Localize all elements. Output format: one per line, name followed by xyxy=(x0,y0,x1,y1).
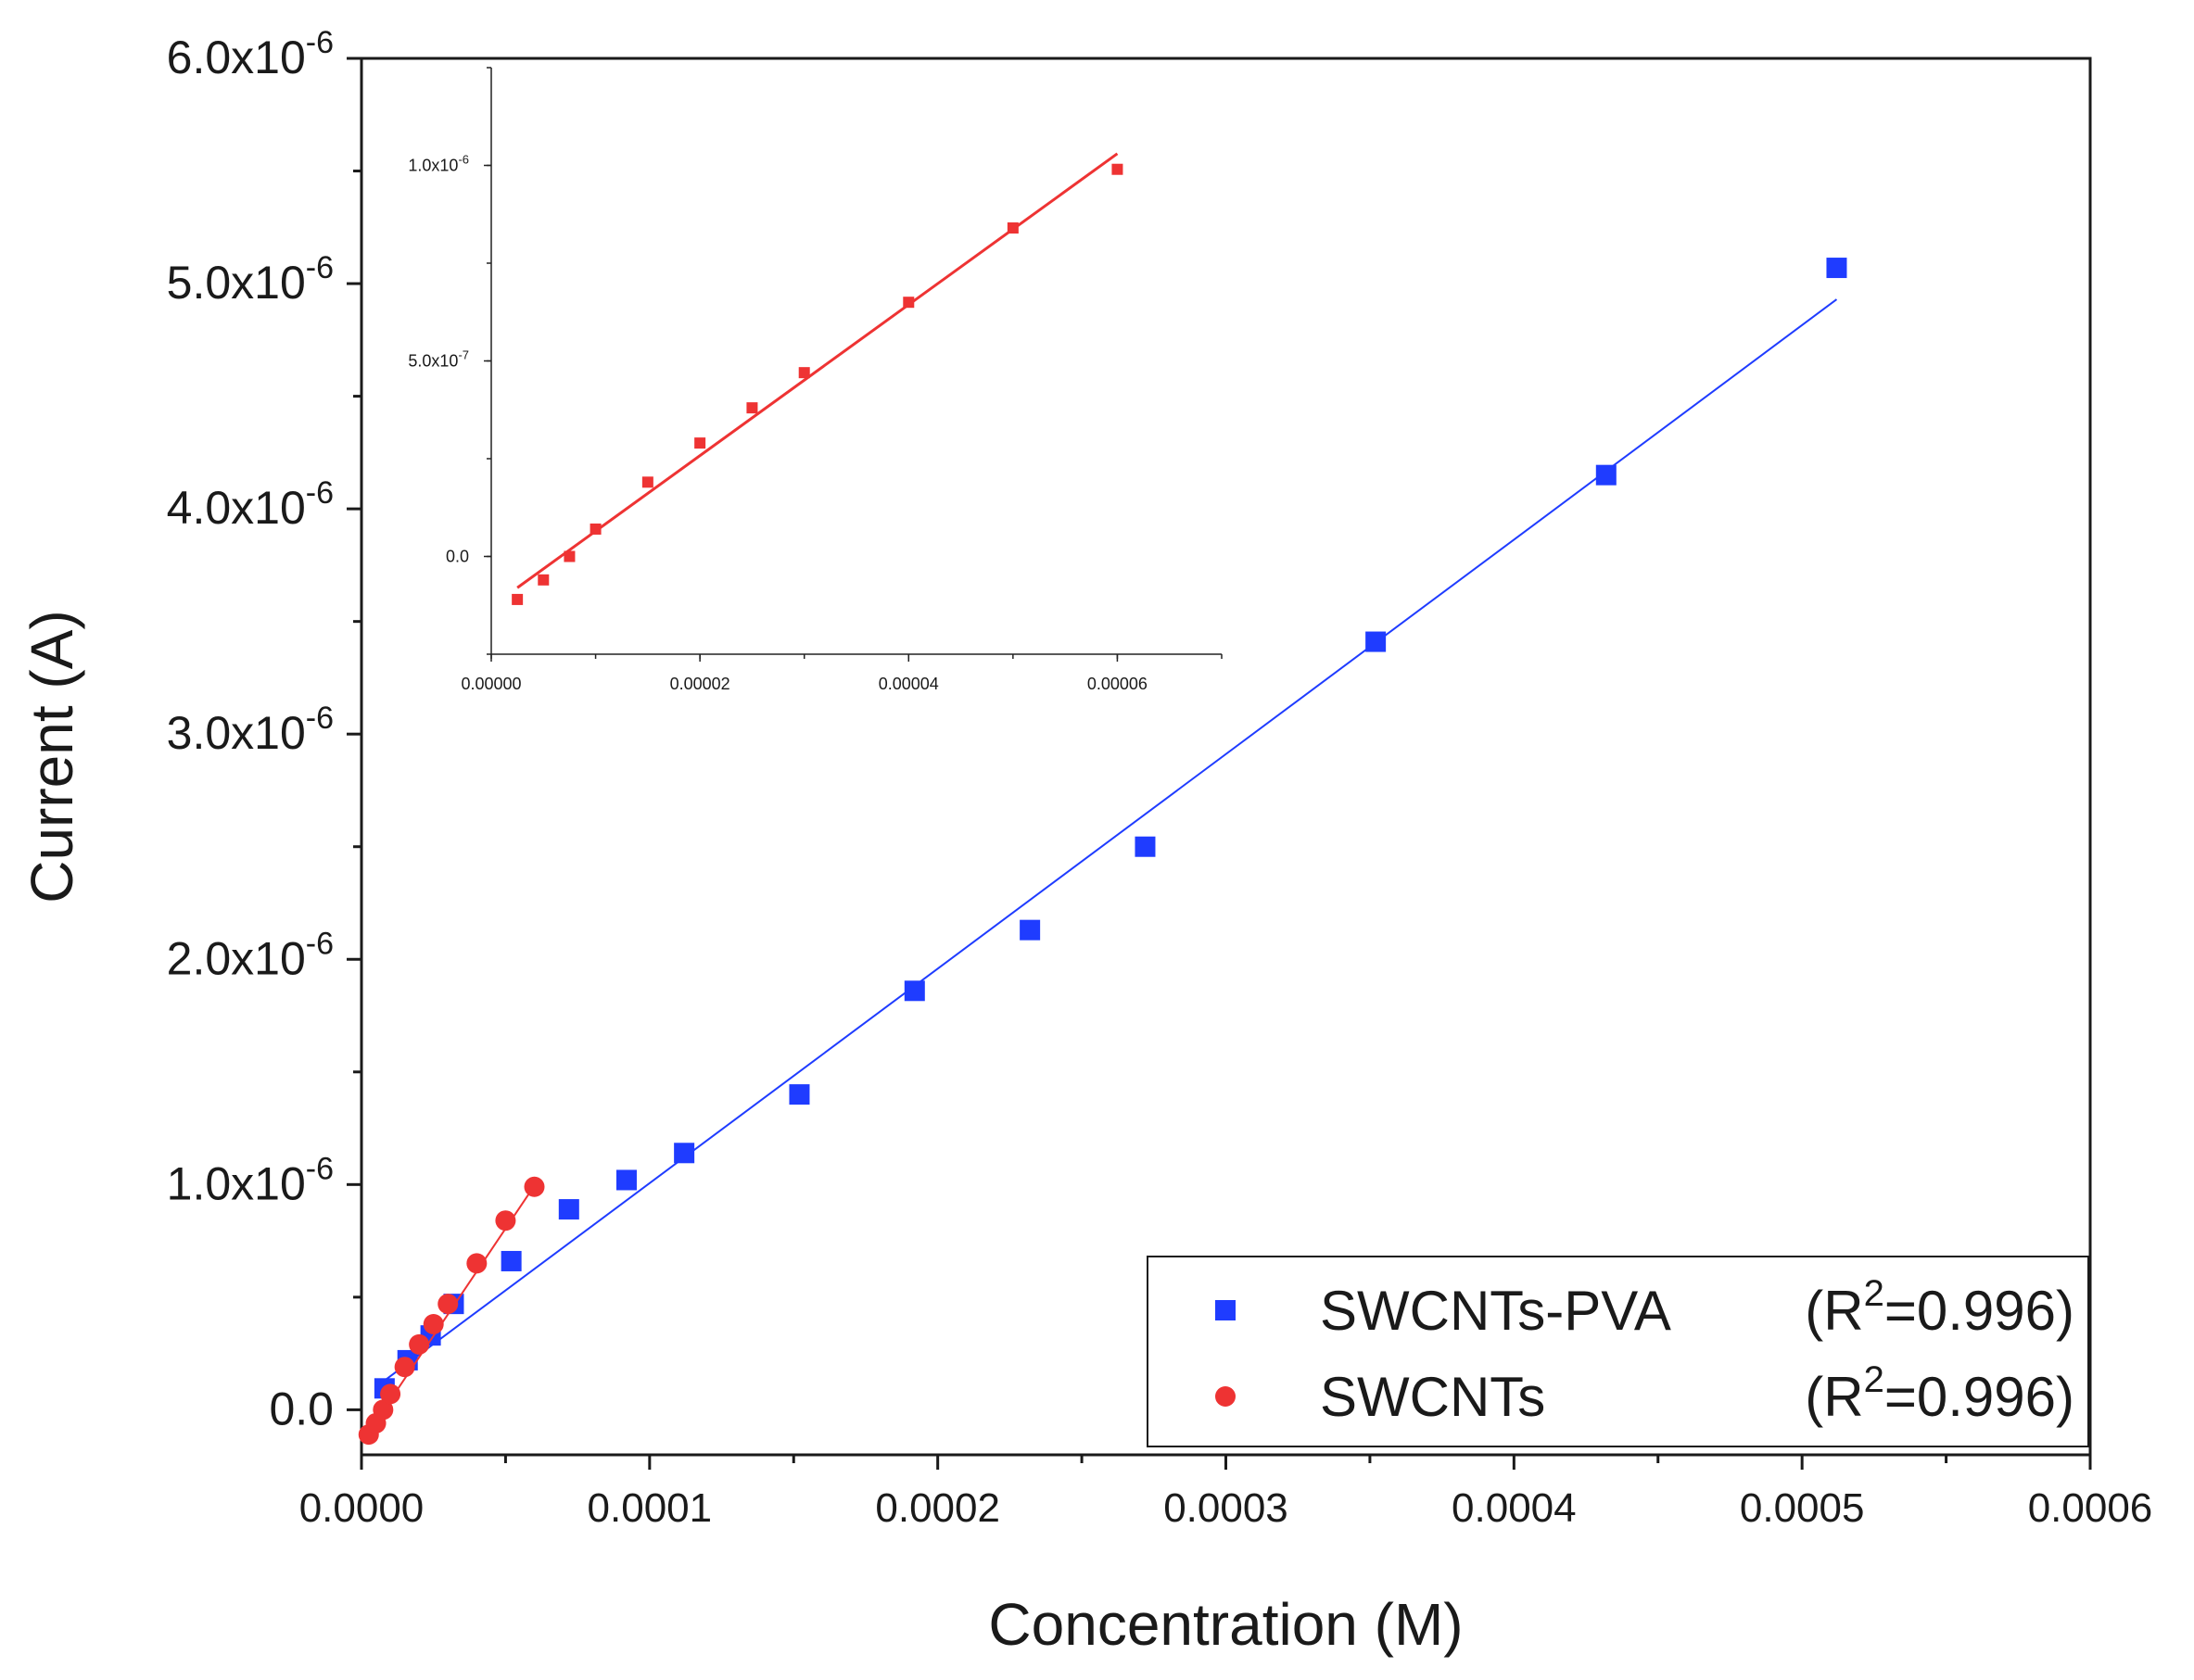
legend-r2: (R2=0.996) xyxy=(1805,1359,2074,1428)
legend-r2-prefix: (R xyxy=(1805,1366,1863,1428)
inset-data-point xyxy=(1007,222,1019,234)
inset-data-point xyxy=(694,437,706,449)
inset-data-point xyxy=(538,574,550,586)
inset-x-tick-label: 0.00004 xyxy=(879,675,939,693)
legend-label-swcnts-pva: SWCNTs-PVA xyxy=(1320,1280,1671,1342)
legend-r2-sup: 2 xyxy=(1864,1273,1884,1314)
inset-plot: 0.00000 0.00002 0.00004 0.00006 0.0 5.0x10-7 1… xyxy=(408,67,1223,693)
y-tick-mantissa: 5.0x10 xyxy=(167,257,306,309)
inset-y-tick-exponent: -6 xyxy=(458,153,469,167)
inset-y-tick-label: 0.0 xyxy=(446,548,469,566)
y-tick-exponent: -6 xyxy=(306,475,334,511)
y-tick-exponent: -6 xyxy=(306,701,334,736)
inset-data-point xyxy=(1111,163,1123,175)
inset-y-tick-mantissa: 1.0x10 xyxy=(408,157,458,175)
inset-y-tick-mantissa: 0.0 xyxy=(446,548,469,566)
data-point-swcnts-pva xyxy=(1595,464,1617,486)
y-tick-mantissa: 4.0x10 xyxy=(167,482,306,534)
inset-y-tick-label: 5.0x10-7 xyxy=(408,348,469,371)
y-tick-mantissa: 2.0x10 xyxy=(167,932,306,984)
legend-box xyxy=(1147,1256,2089,1447)
inset-data-point xyxy=(512,593,524,605)
data-point-swcnts xyxy=(423,1314,444,1335)
y-tick-label: 0.0 xyxy=(269,1383,334,1434)
y-tick-exponent: -6 xyxy=(306,1151,334,1186)
inset-y-tick-label: 1.0x10-6 xyxy=(408,153,469,175)
x-tick-label: 0.0002 xyxy=(875,1485,1000,1531)
inset-y-tick-exponent: -7 xyxy=(458,348,469,362)
data-point-swcnts xyxy=(394,1357,415,1378)
data-point-swcnts-pva xyxy=(501,1250,522,1271)
x-axis-title: Concentration (M) xyxy=(988,1591,1463,1658)
y-tick-exponent: -6 xyxy=(306,926,334,961)
y-tick-mantissa: 0.0 xyxy=(269,1383,334,1434)
y-tick-label: 1.0x10-6 xyxy=(167,1151,334,1209)
data-point-swcnts xyxy=(373,1399,394,1421)
data-point-swcnts xyxy=(524,1176,545,1197)
inset-data-point xyxy=(746,402,758,414)
legend-r2-prefix: (R xyxy=(1805,1280,1863,1342)
inset-data-point xyxy=(903,297,915,309)
x-tick-label: 0.0005 xyxy=(1740,1485,1865,1531)
data-point-swcnts xyxy=(438,1294,459,1315)
fit-line-swcnts-pva xyxy=(384,298,1838,1382)
legend: SWCNTs-PVA (R2=0.996)SWCNTs (R2=0.996) xyxy=(1147,1256,2089,1447)
legend-marker-swcnts-pva xyxy=(1215,1300,1236,1320)
y-tick-exponent: -6 xyxy=(306,25,334,60)
data-point-swcnts-pva xyxy=(1826,258,1847,279)
x-tick-label: 0.0001 xyxy=(588,1485,713,1531)
legend-r2-value: =0.996) xyxy=(1884,1366,2074,1428)
main-plot: 0.0000 0.0001 0.0002 0.0003 0.0004 0.0005 0.00… xyxy=(19,25,2152,1658)
y-tick-label: 5.0x10-6 xyxy=(167,250,334,309)
data-point-swcnts xyxy=(409,1333,430,1355)
data-point-swcnts-pva xyxy=(1135,836,1156,857)
data-point-swcnts-pva xyxy=(674,1143,695,1164)
y-axis-title: Current (A) xyxy=(19,610,85,903)
x-tick-label: 0.0003 xyxy=(1163,1485,1288,1531)
inset-data-point xyxy=(798,367,810,379)
legend-r2: (R2=0.996) xyxy=(1805,1273,2074,1342)
data-point-swcnts xyxy=(380,1383,401,1405)
x-tick-label: 0.0006 xyxy=(2028,1485,2153,1531)
inset-data-point xyxy=(564,550,576,562)
y-tick-label: 2.0x10-6 xyxy=(167,926,334,984)
legend-label-swcnts: SWCNTs xyxy=(1320,1366,1545,1428)
data-point-swcnts-pva xyxy=(615,1169,637,1191)
x-tick-label: 0.0004 xyxy=(1452,1485,1577,1531)
inset-y-tick-mantissa: 5.0x10 xyxy=(408,352,458,371)
x-tick-label: 0.0000 xyxy=(299,1485,425,1531)
y-tick-mantissa: 6.0x10 xyxy=(167,32,306,83)
data-point-swcnts-pva xyxy=(558,1199,579,1220)
y-tick-label: 4.0x10-6 xyxy=(167,475,334,534)
inset-x-tick-label: 0.00002 xyxy=(670,675,730,693)
legend-r2-sup: 2 xyxy=(1864,1359,1884,1400)
inset-data-point xyxy=(590,523,602,535)
inset-x-tick-label: 0.00006 xyxy=(1087,675,1148,693)
data-point-swcnts xyxy=(466,1253,488,1274)
data-point-swcnts-pva xyxy=(789,1084,810,1105)
y-tick-exponent: -6 xyxy=(306,250,334,285)
data-point-swcnts-pva xyxy=(904,980,925,1002)
y-tick-label: 3.0x10-6 xyxy=(167,701,334,759)
data-point-swcnts-pva xyxy=(1365,631,1387,652)
legend-r2-value: =0.996) xyxy=(1884,1280,2074,1342)
legend-marker-swcnts xyxy=(1215,1386,1236,1407)
y-tick-mantissa: 3.0x10 xyxy=(167,707,306,759)
inset-data-point xyxy=(641,476,653,488)
y-tick-mantissa: 1.0x10 xyxy=(167,1157,306,1209)
data-point-swcnts-pva xyxy=(1020,919,1041,941)
inset-x-tick-label: 0.00000 xyxy=(461,675,521,693)
data-point-swcnts xyxy=(495,1210,516,1232)
y-tick-label: 6.0x10-6 xyxy=(167,25,334,83)
